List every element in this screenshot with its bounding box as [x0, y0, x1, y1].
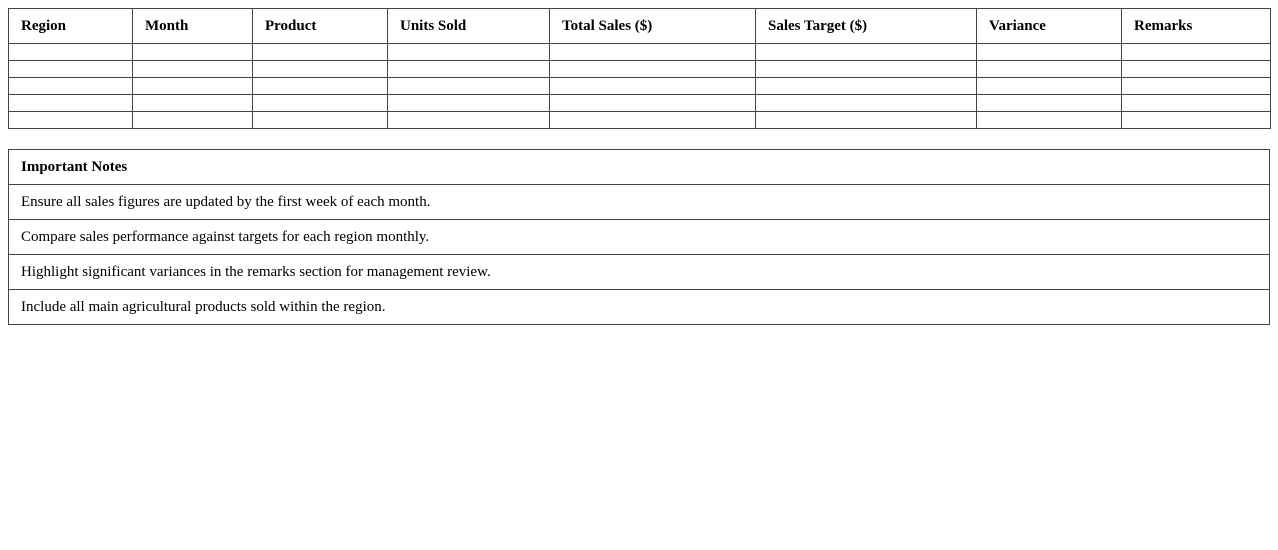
notes-body: Ensure all sales figures are updated by …	[8, 184, 1270, 325]
empty-cell	[132, 94, 253, 112]
empty-cell	[976, 111, 1122, 129]
column-header: Total Sales ($)	[549, 8, 756, 44]
column-header: Month	[132, 8, 253, 44]
note-text: Include all main agricultural products s…	[8, 289, 1270, 325]
empty-cell	[1121, 111, 1271, 129]
empty-cell	[132, 111, 253, 129]
notes-header-row: Important Notes	[8, 149, 1270, 185]
empty-row	[8, 94, 1271, 112]
empty-row	[8, 43, 1271, 61]
column-header: Variance	[976, 8, 1122, 44]
empty-cell	[755, 43, 977, 61]
empty-cell	[976, 43, 1122, 61]
empty-cell	[387, 60, 550, 78]
note-text: Ensure all sales figures are updated by …	[8, 184, 1270, 220]
header-row: Region Month Product Units Sold Total Sales …	[8, 8, 1271, 44]
table-body	[8, 43, 1271, 129]
empty-cell	[8, 60, 133, 78]
column-header: Sales Target ($)	[755, 8, 977, 44]
column-header: Units Sold	[387, 8, 550, 44]
empty-cell	[755, 111, 977, 129]
empty-cell	[549, 94, 756, 112]
empty-cell	[387, 43, 550, 61]
column-header: Product	[252, 8, 388, 44]
empty-cell	[8, 77, 133, 95]
empty-cell	[549, 111, 756, 129]
empty-cell	[252, 94, 388, 112]
empty-cell	[976, 60, 1122, 78]
empty-cell	[132, 43, 253, 61]
empty-cell	[252, 43, 388, 61]
empty-cell	[8, 94, 133, 112]
column-header: Remarks	[1121, 8, 1271, 44]
empty-cell	[252, 60, 388, 78]
empty-cell	[549, 77, 756, 95]
empty-cell	[8, 43, 133, 61]
empty-cell	[1121, 77, 1271, 95]
sales-table: Region Month Product Units Sold Total Sales …	[8, 8, 1271, 129]
empty-cell	[1121, 94, 1271, 112]
empty-cell	[252, 77, 388, 95]
empty-cell	[755, 60, 977, 78]
empty-row	[8, 60, 1271, 78]
note-text: Compare sales performance against target…	[8, 219, 1270, 255]
empty-cell	[132, 60, 253, 78]
empty-row	[8, 111, 1271, 129]
empty-cell	[549, 60, 756, 78]
empty-cell	[1121, 60, 1271, 78]
empty-cell	[387, 94, 550, 112]
empty-cell	[8, 111, 133, 129]
empty-cell	[1121, 43, 1271, 61]
note-row: Highlight significant variances in the r…	[8, 254, 1270, 290]
notes-table: Important Notes Ensure all sales figures…	[8, 149, 1270, 325]
note-text: Highlight significant variances in the r…	[8, 254, 1270, 290]
empty-cell	[132, 77, 253, 95]
note-row: Ensure all sales figures are updated by …	[8, 184, 1270, 220]
empty-cell	[755, 77, 977, 95]
column-header: Region	[8, 8, 133, 44]
empty-cell	[387, 111, 550, 129]
empty-cell	[252, 111, 388, 129]
empty-cell	[387, 77, 550, 95]
empty-cell	[976, 94, 1122, 112]
empty-cell	[755, 94, 977, 112]
empty-row	[8, 77, 1271, 95]
notes-title: Important Notes	[8, 149, 1270, 185]
note-row: Compare sales performance against target…	[8, 219, 1270, 255]
note-row: Include all main agricultural products s…	[8, 289, 1270, 325]
empty-cell	[976, 77, 1122, 95]
empty-cell	[549, 43, 756, 61]
